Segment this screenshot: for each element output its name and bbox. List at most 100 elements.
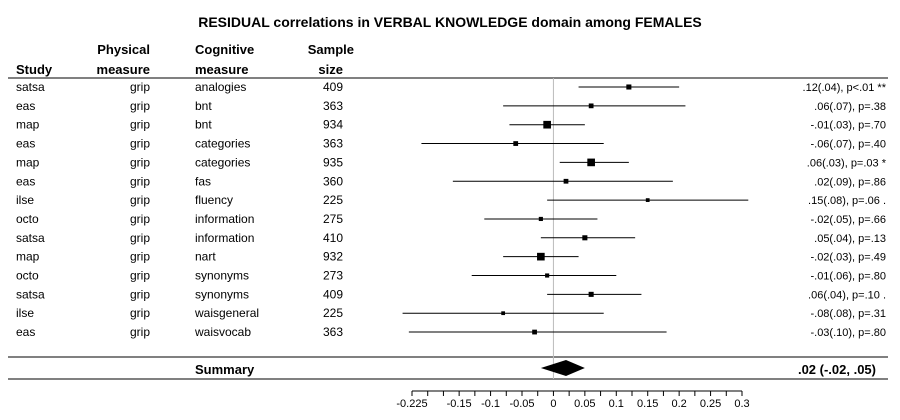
header-cognitive-line2: measure <box>195 62 248 77</box>
table-row: eas grip waisvocab 363 -.03(.10), p=.80 <box>16 325 886 339</box>
row-estimate: .15(.08), p=.06 . <box>808 195 886 207</box>
study-name: satsa <box>16 231 45 245</box>
tick-label: -0.05 <box>509 398 534 410</box>
sample-size: 360 <box>323 174 343 188</box>
cognitive-measure: bnt <box>195 99 212 113</box>
study-rows: satsa grip analogies 409 .12(.04), p<.01 ** e… <box>16 80 887 339</box>
table-row: satsa grip analogies 409 .12(.04), p<.01 ** <box>16 80 887 94</box>
physical-measure: grip <box>130 231 150 245</box>
sample-size: 363 <box>323 325 343 339</box>
cognitive-measure: information <box>195 231 254 245</box>
row-estimate: -.06(.07), p=.40 <box>810 139 886 151</box>
summary-estimate: .02 (-.02, .05) <box>798 362 876 377</box>
point-estimate <box>645 198 650 202</box>
point-estimate <box>588 291 594 297</box>
sample-size: 363 <box>323 137 343 151</box>
header-sample-line2: size <box>318 62 343 77</box>
sample-size: 932 <box>323 250 343 264</box>
tick-label: 0.05 <box>574 398 595 410</box>
cognitive-measure: categories <box>195 137 250 151</box>
tick-label: 0.1 <box>609 398 624 410</box>
study-name: satsa <box>16 287 45 301</box>
point-estimate <box>513 141 519 146</box>
study-name: satsa <box>16 80 45 94</box>
row-estimate: -.03(.10), p=.80 <box>810 327 886 339</box>
table-row: octo grip information 275 -.02(.05), p=.66 <box>16 212 886 226</box>
table-row: eas grip categories 363 -.06(.07), p=.40 <box>16 137 886 151</box>
table-row: ilse grip waisgeneral 225 -.08(.08), p=.31 <box>16 306 886 320</box>
point-estimate <box>532 329 537 335</box>
tick-label: -0.15 <box>447 398 472 410</box>
cognitive-measure: synonyms <box>195 287 249 301</box>
tick-label: -0.225 <box>396 398 427 410</box>
x-axis: -0.225 -0.15 -0.1 -0.05 0 0.05 0.1 0.15 0.2 0.25 0… <box>396 390 750 410</box>
table-row: map grip bnt 934 -.01(.03), p=.70 <box>16 118 886 132</box>
study-name: map <box>16 155 40 169</box>
tick-label: 0.25 <box>700 398 721 410</box>
header-sample-line1: Sample <box>308 42 354 57</box>
table-row: ilse grip fluency 225 .15(.08), p=.06 . <box>16 193 886 207</box>
table-row: eas grip fas 360 .02(.09), p=.86 <box>16 174 886 188</box>
physical-measure: grip <box>130 80 150 94</box>
cognitive-measure: fas <box>195 174 211 188</box>
physical-measure: grip <box>130 118 150 132</box>
study-name: octo <box>16 269 39 283</box>
table-row: octo grip synonyms 273 -.01(.06), p=.80 <box>16 269 886 283</box>
cognitive-measure: bnt <box>195 118 212 132</box>
physical-measure: grip <box>130 287 150 301</box>
study-name: map <box>16 250 40 264</box>
header-physical-line2: measure <box>97 62 150 77</box>
table-row: map grip categories 935 .06(.03), p=.03 * <box>16 155 887 169</box>
row-estimate: .06(.04), p=.10 . <box>808 289 886 301</box>
row-estimate: -.02(.03), p=.49 <box>810 252 886 264</box>
point-estimate <box>587 158 595 167</box>
study-name: ilse <box>16 193 34 207</box>
summary-label: Summary <box>195 362 255 377</box>
cognitive-measure: categories <box>195 155 250 169</box>
table-row: eas grip bnt 363 .06(.07), p=.38 <box>16 99 886 113</box>
point-estimate <box>538 216 543 222</box>
tick-label: 0.2 <box>671 398 686 410</box>
cognitive-measure: analogies <box>195 80 246 94</box>
physical-measure: grip <box>130 174 150 188</box>
study-name: eas <box>16 325 35 339</box>
study-name: eas <box>16 99 35 113</box>
row-estimate: -.08(.08), p=.31 <box>810 308 886 320</box>
point-estimate <box>626 84 632 90</box>
point-estimate <box>543 120 551 129</box>
study-name: map <box>16 118 40 132</box>
physical-measure: grip <box>130 306 150 320</box>
point-estimate <box>563 178 569 184</box>
row-estimate: .02(.09), p=.86 <box>814 176 886 188</box>
sample-size: 363 <box>323 99 343 113</box>
summary-diamond <box>540 360 585 376</box>
physical-measure: grip <box>130 212 150 226</box>
row-estimate: .06(.03), p=.03 * <box>807 157 887 169</box>
cognitive-measure: waisgeneral <box>194 306 259 320</box>
sample-size: 409 <box>323 80 343 94</box>
cognitive-measure: synonyms <box>195 269 249 283</box>
table-row: satsa grip synonyms 409 .06(.04), p=.10 . <box>16 287 886 301</box>
row-estimate: -.02(.05), p=.66 <box>810 214 886 226</box>
study-name: eas <box>16 137 35 151</box>
study-name: eas <box>16 174 35 188</box>
sample-size: 273 <box>323 269 343 283</box>
sample-size: 225 <box>323 193 343 207</box>
header-cognitive-line1: Cognitive <box>195 42 254 57</box>
physical-measure: grip <box>130 250 150 264</box>
row-estimate: .06(.07), p=.38 <box>814 101 886 113</box>
row-estimate: -.01(.06), p=.80 <box>810 271 886 283</box>
point-estimate <box>545 273 550 278</box>
point-estimate <box>582 235 588 241</box>
table-row: map grip nart 932 -.02(.03), p=.49 <box>16 250 886 264</box>
sample-size: 225 <box>323 306 343 320</box>
tick-label: 0 <box>550 398 556 410</box>
point-estimate <box>588 103 594 109</box>
cognitive-measure: fluency <box>195 193 233 207</box>
cognitive-measure: information <box>195 212 254 226</box>
column-headers: Study Physical measure Cognitive measure… <box>16 42 354 77</box>
study-name: octo <box>16 212 39 226</box>
tick-label: -0.1 <box>481 398 500 410</box>
header-physical-line1: Physical <box>97 42 150 57</box>
chart-title: RESIDUAL correlations in VERBAL KNOWLEDG… <box>198 14 702 30</box>
